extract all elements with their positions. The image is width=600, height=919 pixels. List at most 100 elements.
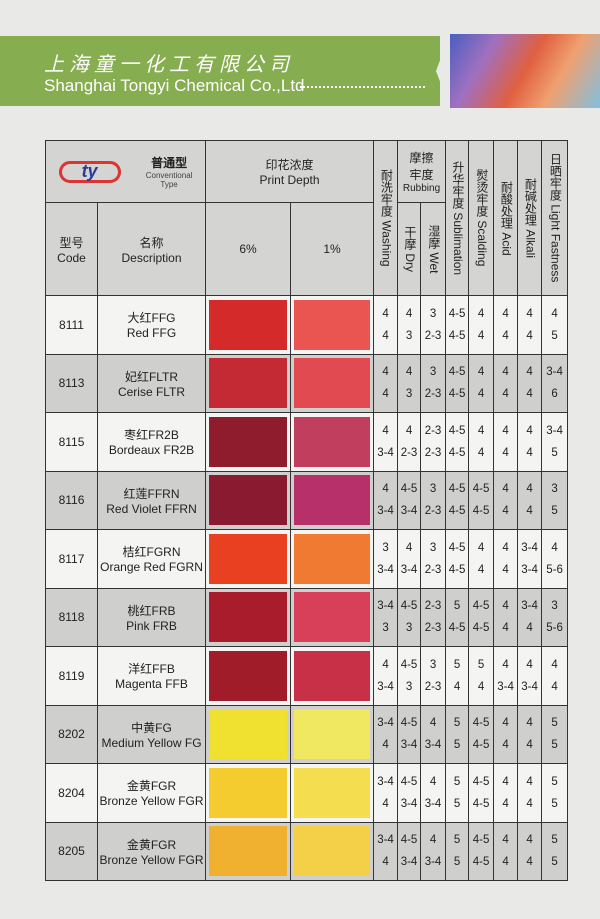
- rating-1pct: 4: [477, 563, 485, 576]
- rating-6pct: 3: [551, 483, 558, 496]
- swatch-6pct-cell: [205, 412, 292, 472]
- wet-rating-cell: 3 2-3: [420, 470, 447, 530]
- washing-rating-cell: 3-4 4: [373, 763, 399, 823]
- color-swatch-6pct: [209, 299, 288, 350]
- rating-1pct: 4: [477, 388, 485, 401]
- rating-6pct: 5: [477, 658, 485, 671]
- rating-6pct: 4: [526, 307, 533, 320]
- color-swatch-6pct: [209, 650, 288, 701]
- rating-1pct: 5: [551, 329, 558, 342]
- rating-6pct: 3: [429, 483, 437, 496]
- rating-6pct: 4: [526, 424, 533, 437]
- rating-1pct: 4-5: [448, 329, 466, 342]
- dry-rating-cell: 4 2-3: [397, 412, 422, 472]
- dry-rating-cell: 4-5 3-4: [397, 470, 422, 530]
- wet-rating-cell: 4 3-4: [420, 763, 447, 823]
- rating-6pct: 4: [502, 717, 509, 730]
- rating-1pct: 4: [382, 797, 389, 810]
- rating-1pct: 4: [526, 388, 533, 401]
- rating-6pct: 5: [453, 775, 461, 788]
- rating-1pct: 3-4: [521, 680, 538, 693]
- alkali-rating-cell: 4 3-4: [517, 646, 543, 706]
- description-cell: 金黄FGR Bronze Yellow FGR: [96, 821, 207, 881]
- type-cn: 普通型: [151, 156, 188, 170]
- swatch-6pct-cell: [205, 763, 292, 823]
- rating-1pct: 3-4: [377, 505, 394, 518]
- rating-1pct: 4: [526, 329, 533, 342]
- rating-1pct: 5: [453, 797, 461, 810]
- name-cn: 红莲FFRN: [123, 486, 180, 501]
- company-banner: 上海童一化工有限公司 Shanghai Tongyi Chemical Co.,…: [0, 36, 440, 106]
- name-cn: 中黄FG: [131, 720, 172, 735]
- washing-rating-cell: 3-4 3: [373, 587, 399, 647]
- wet-rating-cell: 3 2-3: [420, 295, 447, 355]
- rating-1pct: 4: [526, 856, 533, 869]
- acid-header: 耐酸处理 Acid: [493, 140, 519, 296]
- sublimation-rating-cell: 4-5 4-5: [445, 470, 470, 530]
- table-row: 8119 洋红FFB Magenta FFB 4 3-4 4-5 3 3 2-3 5 4 5 4 4 3…: [45, 646, 569, 706]
- rating-6pct: 3: [429, 541, 437, 554]
- rating-6pct: 4: [526, 775, 533, 788]
- rating-6pct: 5: [453, 834, 461, 847]
- scalding-rating-cell: 4-5 4-5: [468, 763, 495, 823]
- rating-6pct: 4: [526, 834, 533, 847]
- rating-1pct: 3: [405, 388, 413, 401]
- color-swatch-6pct: [209, 826, 288, 877]
- rating-1pct: 2-3: [424, 622, 442, 635]
- rating-6pct: 4: [382, 366, 389, 379]
- alkali-rating-cell: 3-4 3-4: [517, 529, 543, 589]
- rating-1pct: 4: [453, 680, 461, 693]
- dry-rating-cell: 4-5 3-4: [397, 763, 422, 823]
- company-logo: ty: [58, 160, 121, 183]
- scalding-rating-cell: 4-5 4-5: [468, 704, 495, 764]
- rating-1pct: 2-3: [424, 505, 442, 518]
- sublimation-rating-cell: 4-5 4-5: [445, 529, 470, 589]
- light-fastness-rating-cell: 3-4 5: [541, 412, 569, 472]
- rating-1pct: 3-4: [400, 563, 418, 576]
- rating-6pct: 4: [477, 366, 485, 379]
- rating-6pct: 4: [405, 366, 413, 379]
- name-en: Orange Red FGRN: [100, 560, 203, 575]
- rating-1pct: 4: [477, 680, 485, 693]
- rating-6pct: 4-5: [472, 483, 490, 496]
- table-row: 8204 金黄FGR Bronze Yellow FGR 3-4 4 4-5 3-4 4 3…: [45, 763, 569, 823]
- rating-6pct: 4: [477, 307, 485, 320]
- name-cn: 金黄FGR: [126, 779, 177, 794]
- rating-6pct: 5: [453, 600, 461, 613]
- name-cn: 枣红FR2B: [124, 428, 179, 443]
- color-swatch-6pct: [209, 416, 288, 467]
- rubbing-header: 摩擦牢度 Rubbing: [397, 140, 447, 203]
- alkali-header: 耐碱处理 Alkali: [517, 140, 543, 296]
- rating-1pct: 5: [551, 797, 558, 810]
- rating-1pct: 5: [551, 505, 558, 518]
- table-row: 8116 红莲FFRN Red Violet FFRN 4 3-4 4-5 3-4 3 2-…: [45, 470, 569, 530]
- code-cell: 8111: [45, 295, 98, 355]
- rating-6pct: 4-5: [472, 775, 490, 788]
- rating-1pct: 4-5: [448, 505, 466, 518]
- rating-1pct: 3-4: [497, 680, 514, 693]
- rating-6pct: 4-5: [472, 834, 490, 847]
- decorative-artwork: [436, 34, 600, 108]
- washing-rating-cell: 3-4 4: [373, 821, 399, 881]
- rating-1pct: 4: [502, 856, 509, 869]
- code-cell: 8204: [45, 763, 98, 823]
- rating-1pct: 4: [526, 739, 533, 752]
- code-cn: 型号: [59, 235, 84, 250]
- color-swatch-6pct: [209, 709, 288, 760]
- swatch-1pct-cell: [290, 353, 375, 413]
- swatch-6pct-cell: [205, 821, 292, 881]
- color-swatch-6pct: [209, 358, 288, 409]
- rating-6pct: 4: [502, 483, 509, 496]
- rating-6pct: 4-5: [472, 717, 490, 730]
- rating-1pct: 5: [453, 856, 461, 869]
